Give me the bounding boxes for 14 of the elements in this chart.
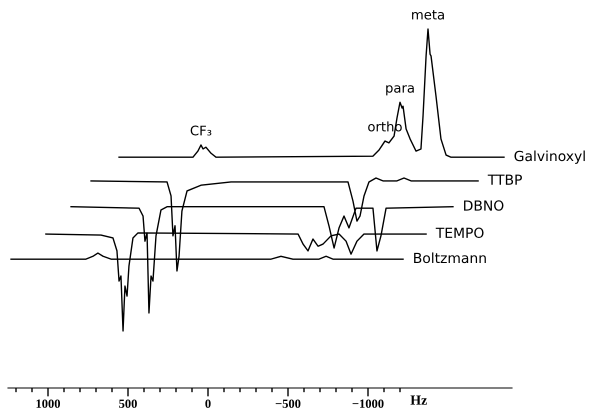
- series-label: TEMPO: [436, 228, 484, 238]
- x-tick-label: −1000: [352, 399, 384, 408]
- series-label: TTBP: [488, 174, 522, 185]
- x-tick-label: 0: [205, 399, 211, 408]
- x-tick-label: −500: [276, 399, 300, 408]
- x-axis-title: Hz: [410, 396, 427, 405]
- series-label: Boltzmann: [414, 252, 486, 264]
- series-label: DBNO: [464, 200, 504, 211]
- x-tick-label: 500: [119, 399, 137, 408]
- annotation: meta: [412, 10, 444, 20]
- series-label: Galvinoxyl: [514, 150, 585, 164]
- x-tick-label: 1000: [36, 399, 60, 408]
- annotation: CF₃: [190, 126, 212, 136]
- annotation: para: [386, 85, 414, 96]
